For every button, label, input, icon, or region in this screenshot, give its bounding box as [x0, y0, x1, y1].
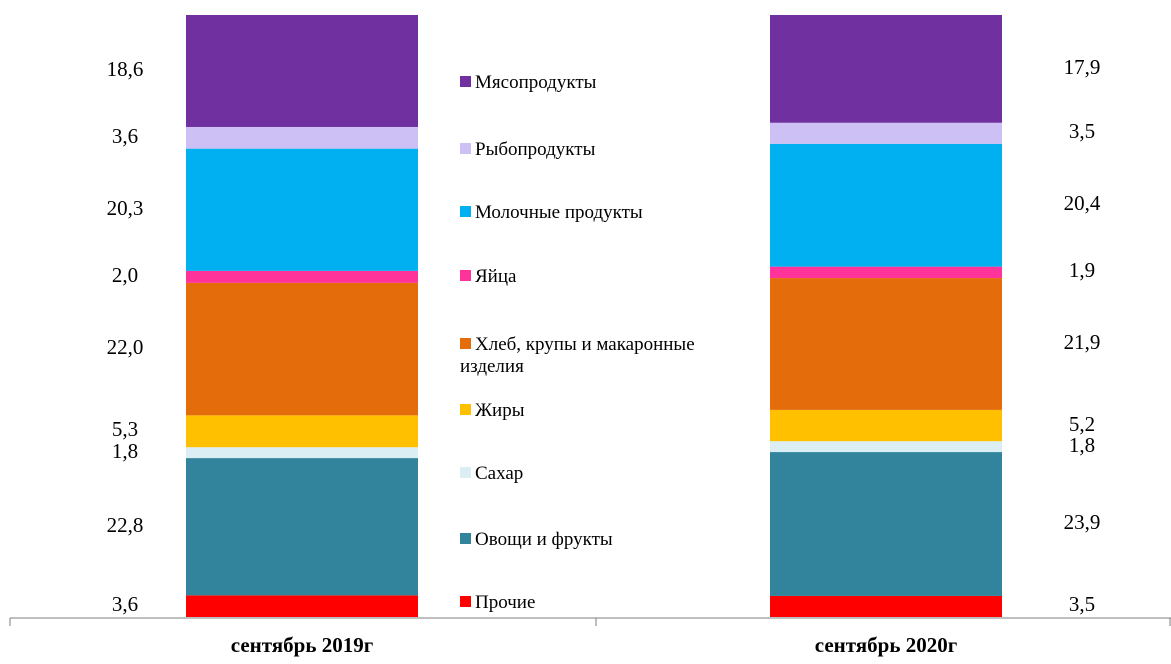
- bar-segment-2-6: [770, 266, 1002, 279]
- data-label-2-4: 5,2: [1068, 411, 1096, 436]
- bar-segment-1-5: [186, 282, 418, 416]
- bar-segment-1-1: [186, 595, 418, 617]
- bar-segment-2-3: [770, 441, 1002, 453]
- legend-label: Мясопродукты: [475, 72, 597, 93]
- legend-label: Хлеб, крупы и макаронные изделия: [460, 334, 695, 377]
- data-label-1-2: 22,8: [106, 512, 144, 537]
- bar-segment-2-8: [770, 122, 1002, 144]
- legend-item-6: Жиры: [460, 400, 760, 422]
- bar-segment-2-5: [770, 278, 1002, 410]
- legend-label: Рыбопродукты: [475, 139, 596, 160]
- data-label-2-8: 3,5: [1068, 119, 1096, 144]
- data-label-1-8: 3,6: [111, 123, 139, 148]
- legend-swatch: [460, 467, 471, 478]
- bar-segment-2-7: [770, 143, 1002, 267]
- bar-segment-2-4: [770, 409, 1002, 442]
- data-label-1-3: 1,8: [111, 438, 139, 463]
- data-label-1-6: 2,0: [111, 262, 139, 287]
- bar-segment-1-4: [186, 415, 418, 448]
- legend-item-8: Овощи и фрукты: [460, 529, 760, 551]
- legend-label: Сахар: [475, 463, 524, 484]
- legend-item-1: Мясопродукты: [460, 72, 760, 94]
- legend-swatch: [460, 338, 471, 349]
- legend-label: Овощи и фрукты: [475, 529, 613, 550]
- data-label-2-3: 1,8: [1068, 432, 1096, 457]
- legend-swatch: [460, 533, 471, 544]
- data-label-2-5: 21,9: [1063, 329, 1101, 354]
- legend-item-2: Рыбопродукты: [460, 139, 760, 161]
- data-label-1-7: 20,3: [106, 195, 144, 220]
- data-label-2-6: 1,9: [1068, 258, 1096, 283]
- legend-label: Молочные продукты: [475, 202, 643, 223]
- bar-segment-1-8: [186, 126, 418, 149]
- data-label-2-7: 20,4: [1063, 191, 1101, 216]
- data-label-2-9: 17,9: [1063, 54, 1101, 79]
- legend-item-3: Молочные продукты: [460, 202, 760, 224]
- legend-swatch: [460, 206, 471, 217]
- data-label-1-9: 18,6: [106, 56, 144, 81]
- legend-label: Прочие: [475, 592, 536, 613]
- bar-segment-1-2: [186, 458, 418, 596]
- data-label-1-1: 3,6: [111, 592, 139, 617]
- legend-item-7: Сахар: [460, 463, 760, 485]
- legend-swatch: [460, 143, 471, 154]
- bar-segment-2-9: [770, 15, 1002, 123]
- data-label-1-5: 22,0: [106, 335, 144, 360]
- legend-swatch: [460, 404, 471, 415]
- x-tick-label-1: сентябрь 2019г: [230, 633, 374, 657]
- data-label-1-4: 5,3: [111, 417, 139, 442]
- bar-segment-2-2: [770, 452, 1002, 596]
- legend-swatch: [460, 596, 471, 607]
- bar-segment-1-9: [186, 15, 418, 127]
- legend-label: Яйца: [475, 266, 517, 287]
- legend-label: Жиры: [475, 400, 525, 421]
- legend-swatch: [460, 270, 471, 281]
- x-tick-label-2: сентябрь 2020г: [814, 633, 958, 657]
- legend-item-5: Хлеб, крупы и макаронные изделия: [460, 334, 760, 378]
- data-label-2-1: 3,5: [1068, 592, 1096, 617]
- bar-segment-1-6: [186, 270, 418, 283]
- bar-segment-1-7: [186, 148, 418, 271]
- bar-segment-2-1: [770, 595, 1002, 617]
- data-label-2-2: 23,9: [1063, 509, 1101, 534]
- bar-segment-1-3: [186, 447, 418, 459]
- legend-swatch: [460, 76, 471, 87]
- legend-item-4: Яйца: [460, 266, 760, 288]
- legend-item-9: Прочие: [460, 592, 760, 614]
